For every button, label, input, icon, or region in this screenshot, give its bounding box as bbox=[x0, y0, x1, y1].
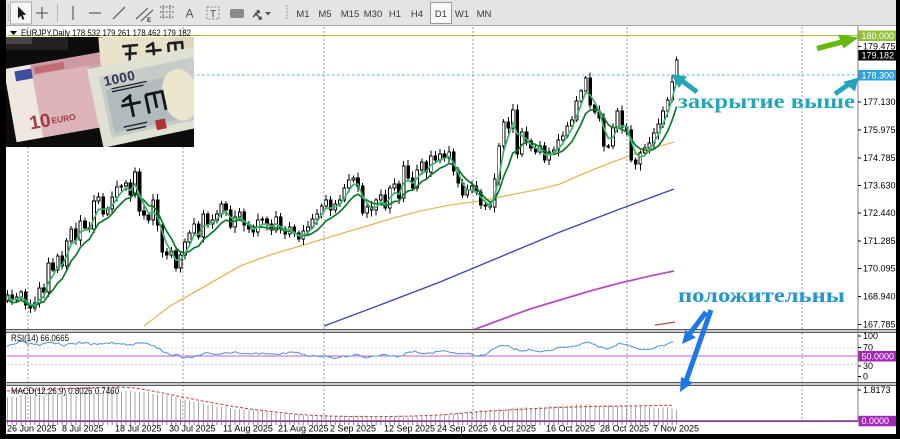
svg-text:177.130: 177.130 bbox=[863, 97, 896, 107]
svg-text:8 Jul 2025: 8 Jul 2025 bbox=[62, 424, 104, 434]
svg-text:EURJPY,Daily 178.532 179.261: EURJPY,Daily 178.532 179.261 178.462 179… bbox=[21, 28, 191, 38]
svg-text:167.785: 167.785 bbox=[863, 320, 896, 330]
svg-text:MN: MN bbox=[477, 9, 492, 20]
svg-text:180.000: 180.000 bbox=[862, 31, 895, 41]
svg-text:179.475: 179.475 bbox=[863, 42, 896, 52]
svg-text:21 Aug 2025: 21 Aug 2025 bbox=[278, 424, 329, 434]
svg-text:M1: M1 bbox=[296, 9, 309, 20]
svg-text:RSI(14) 66.0665: RSI(14) 66.0665 bbox=[11, 333, 69, 343]
svg-text:50.0000: 50.0000 bbox=[862, 351, 895, 361]
svg-text:H1: H1 bbox=[389, 9, 401, 20]
svg-text:179.182: 179.182 bbox=[862, 50, 895, 60]
svg-text:175.975: 175.975 bbox=[863, 125, 896, 135]
svg-text:7 Nov 2025: 7 Nov 2025 bbox=[653, 424, 699, 434]
svg-text:30 Jul 2025: 30 Jul 2025 bbox=[169, 424, 216, 434]
svg-text:171.285: 171.285 bbox=[863, 236, 896, 246]
svg-text:70: 70 bbox=[863, 343, 873, 353]
svg-text:H4: H4 bbox=[411, 9, 423, 20]
svg-text:EURO: EURO bbox=[51, 112, 77, 126]
svg-text:E: E bbox=[147, 18, 151, 24]
svg-text:MACD(12,26,9) 0.8026 0.7460: MACD(12,26,9) 0.8026 0.7460 bbox=[11, 386, 119, 396]
svg-text:W1: W1 bbox=[455, 9, 469, 20]
svg-text:16 Oct 2025: 16 Oct 2025 bbox=[546, 424, 595, 434]
svg-text:D1: D1 bbox=[435, 9, 447, 20]
svg-text:11 Aug 2025: 11 Aug 2025 bbox=[223, 424, 273, 434]
svg-text:28 Oct 2025: 28 Oct 2025 bbox=[600, 424, 649, 434]
svg-text:1.8173: 1.8173 bbox=[863, 385, 891, 395]
svg-text:M30: M30 bbox=[364, 9, 382, 20]
svg-text:2 Sep 2025: 2 Sep 2025 bbox=[330, 424, 376, 434]
svg-text:12 Sep 2025: 12 Sep 2025 bbox=[384, 424, 435, 434]
svg-text:172.440: 172.440 bbox=[863, 208, 896, 218]
svg-text:0.0000: 0.0000 bbox=[862, 416, 890, 426]
svg-text:100: 100 bbox=[863, 331, 878, 341]
svg-text:A: A bbox=[186, 7, 194, 21]
svg-text:положительны: положительны bbox=[678, 283, 845, 307]
svg-text:24 Sep 2025: 24 Sep 2025 bbox=[437, 424, 488, 434]
svg-text:168.940: 168.940 bbox=[863, 292, 896, 302]
svg-text:10: 10 bbox=[28, 110, 52, 134]
svg-text:30: 30 bbox=[863, 361, 873, 371]
svg-text:1000: 1000 bbox=[102, 68, 136, 89]
svg-text:0: 0 bbox=[863, 372, 868, 382]
svg-text:M5: M5 bbox=[318, 9, 331, 20]
svg-text:18 Jul 2025: 18 Jul 2025 bbox=[115, 424, 162, 434]
svg-text:178.300: 178.300 bbox=[862, 70, 895, 80]
svg-text:170.095: 170.095 bbox=[863, 264, 896, 274]
svg-text:6 Oct 2025: 6 Oct 2025 bbox=[492, 424, 536, 434]
svg-text:174.785: 174.785 bbox=[863, 153, 896, 163]
svg-text:173.630: 173.630 bbox=[863, 181, 896, 191]
svg-text:M15: M15 bbox=[341, 9, 359, 20]
svg-text:T: T bbox=[210, 9, 216, 20]
svg-text:закрытие выше: закрытие выше bbox=[678, 89, 855, 113]
svg-text:26 Jun 2025: 26 Jun 2025 bbox=[7, 424, 57, 434]
